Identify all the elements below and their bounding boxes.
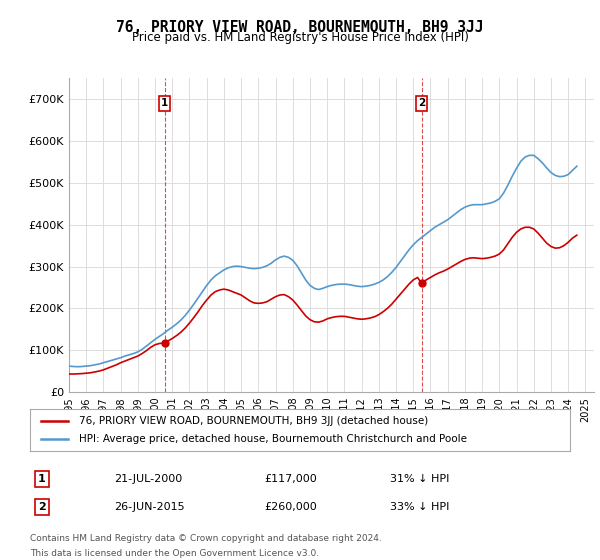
Text: 76, PRIORY VIEW ROAD, BOURNEMOUTH, BH9 3JJ: 76, PRIORY VIEW ROAD, BOURNEMOUTH, BH9 3… — [116, 20, 484, 35]
Text: 33% ↓ HPI: 33% ↓ HPI — [390, 502, 449, 512]
Text: 26-JUN-2015: 26-JUN-2015 — [114, 502, 185, 512]
Text: 31% ↓ HPI: 31% ↓ HPI — [390, 474, 449, 484]
Text: £117,000: £117,000 — [264, 474, 317, 484]
Text: Price paid vs. HM Land Registry's House Price Index (HPI): Price paid vs. HM Land Registry's House … — [131, 31, 469, 44]
Text: 76, PRIORY VIEW ROAD, BOURNEMOUTH, BH9 3JJ (detached house): 76, PRIORY VIEW ROAD, BOURNEMOUTH, BH9 3… — [79, 416, 428, 426]
Text: Contains HM Land Registry data © Crown copyright and database right 2024.: Contains HM Land Registry data © Crown c… — [30, 534, 382, 543]
Text: 1: 1 — [38, 474, 46, 484]
Text: £260,000: £260,000 — [264, 502, 317, 512]
Text: 2: 2 — [418, 99, 425, 109]
Text: HPI: Average price, detached house, Bournemouth Christchurch and Poole: HPI: Average price, detached house, Bour… — [79, 434, 467, 444]
Text: 21-JUL-2000: 21-JUL-2000 — [114, 474, 182, 484]
Text: 1: 1 — [161, 99, 168, 109]
Text: This data is licensed under the Open Government Licence v3.0.: This data is licensed under the Open Gov… — [30, 549, 319, 558]
Text: 2: 2 — [38, 502, 46, 512]
